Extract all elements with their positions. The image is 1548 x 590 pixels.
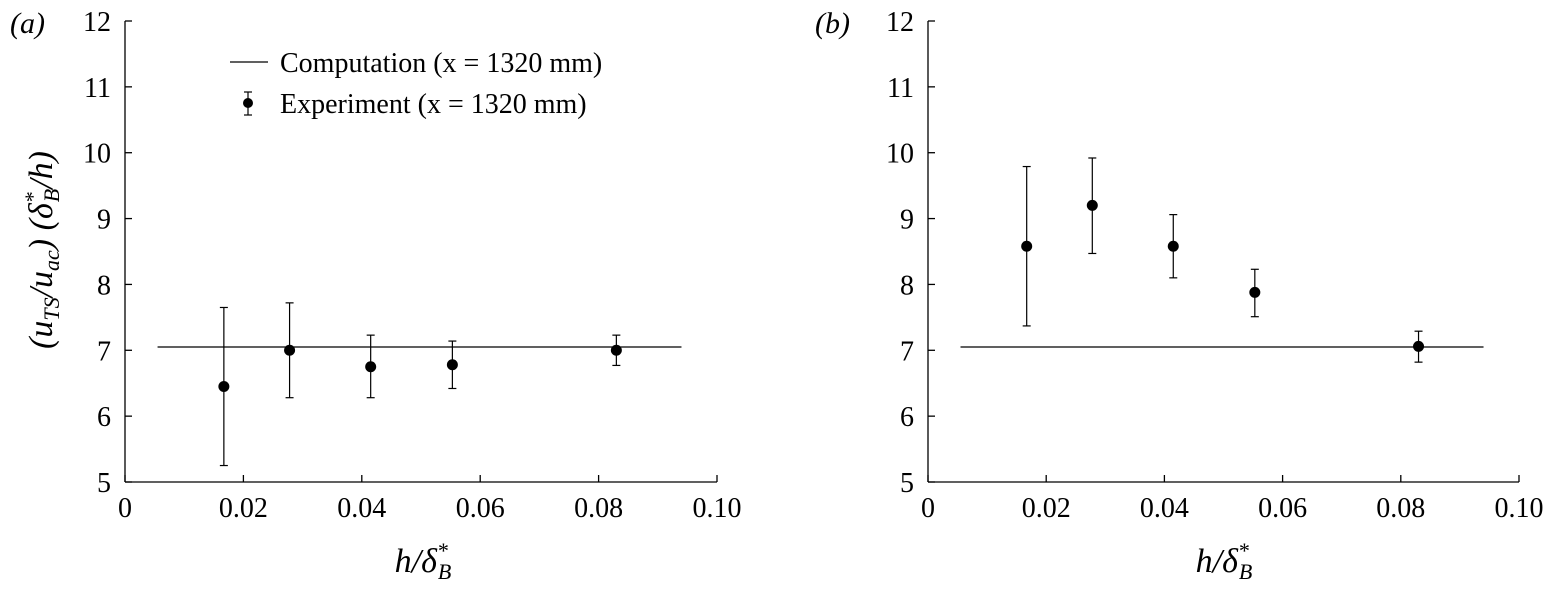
panel-a-x-tick-label: 0.08 — [574, 493, 623, 524]
panel-a-y-tick-label: 12 — [83, 7, 111, 38]
panel-b-ticks: 5 6 7 8 9 10 11 12 0 0.02 0.04 0.06 0.08 0.10 — [886, 7, 1544, 524]
panel-b: (b) 5 6 7 8 9 10 11 12 0 0.02 0.04 0.06 0.08 0.10 h/δ… — [815, 7, 1544, 584]
panel-a-y-tick-label: 7 — [97, 336, 111, 367]
panel-a-y-tick-label: 11 — [84, 73, 111, 104]
panel-b-x-tick-label: 0.04 — [1140, 493, 1189, 524]
panel-a-y-tick-label: 6 — [97, 402, 111, 433]
panel-a-plot — [157, 302, 682, 467]
panel-b-y-tick-label: 11 — [887, 73, 914, 104]
panel-a-data-point — [365, 361, 377, 373]
panel-b-x-tick-label: 0.02 — [1022, 493, 1071, 524]
panel-b-x-tick-label: 0.06 — [1258, 493, 1307, 524]
panel-a-ticks: 5 6 7 8 9 10 11 12 0 0.02 0.04 0.06 0.08 0.10 — [83, 7, 742, 524]
panel-a-y-axis-title: (uTS/uac) (δ*B/h) — [20, 151, 64, 349]
panel-b-x-tick-label: 0 — [921, 493, 935, 524]
panel-a-y-tick-label: 9 — [97, 205, 111, 236]
panel-a-y-tick-label: 10 — [83, 139, 111, 170]
panel-a-x-axis-title: h/δ* B — [395, 538, 452, 584]
panel-b-label: (b) — [815, 7, 850, 40]
panel-b-data-point — [1249, 286, 1261, 298]
panel-b-y-tick-label: 8 — [900, 270, 914, 301]
panel-a-data-point — [218, 381, 230, 393]
panel-b-plot — [960, 157, 1484, 363]
legend-computation-label: Computation (x = 1320 mm) — [280, 48, 602, 79]
panel-a-y-tick-label: 5 — [97, 468, 111, 499]
panel-b-x-tick-label: 0.08 — [1376, 493, 1425, 524]
panel-b-data-point — [1413, 340, 1425, 352]
panel-a-x-tick-label: 0.04 — [337, 493, 386, 524]
panel-b-y-tick-label: 12 — [886, 7, 914, 38]
panel-a-x-tick-label: 0 — [118, 493, 132, 524]
panel-b-data-point — [1167, 240, 1179, 252]
panel-b-data-point — [1086, 199, 1098, 211]
legend-experiment-label: Experiment (x = 1320 mm) — [280, 89, 587, 120]
panel-b-y-tick-label: 9 — [900, 205, 914, 236]
panel-b-y-tick-label: 10 — [886, 139, 914, 170]
panel-b-y-tick-label: 6 — [900, 402, 914, 433]
panel-a-data-point — [610, 344, 622, 356]
panel-b-x-tick-label: 0.10 — [1495, 493, 1544, 524]
panel-a-x-tick-label: 0.10 — [693, 493, 742, 524]
panel-a-x-tick-label: 0.06 — [456, 493, 505, 524]
legend: Computation (x = 1320 mm) Experiment (x … — [230, 48, 602, 120]
panel-b-data-point — [1021, 240, 1033, 252]
panel-b-y-tick-label: 5 — [900, 468, 914, 499]
panel-a-data-point — [446, 359, 458, 371]
panel-b-x-axis-title: h/δ* B — [1196, 538, 1253, 584]
panel-b-y-tick-label: 7 — [900, 336, 914, 367]
legend-point-swatch — [243, 98, 253, 108]
panel-a-x-tick-label: 0.02 — [219, 493, 268, 524]
panel-a: (a) 5 6 7 8 9 10 11 12 0 0.02 0.04 0.06 0.08 0.10 (uT… — [10, 7, 742, 584]
panel-a-y-tick-label: 8 — [97, 270, 111, 301]
panel-a-data-point — [284, 344, 296, 356]
panel-a-label: (a) — [10, 7, 45, 40]
